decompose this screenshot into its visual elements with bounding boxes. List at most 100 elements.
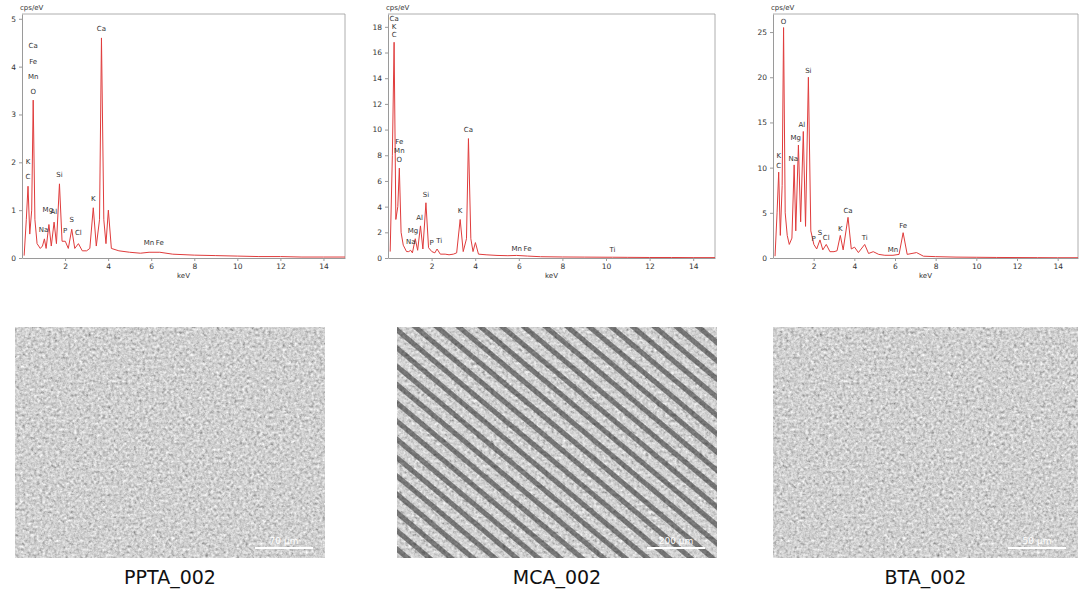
tick-mark <box>108 258 109 261</box>
image-ground <box>15 327 325 558</box>
axis-line <box>389 258 716 259</box>
tick: 25 <box>757 28 773 37</box>
spectrum-line <box>24 38 345 257</box>
tick: 14 <box>372 74 388 83</box>
tick-mark <box>650 258 651 261</box>
peak-label: Si <box>805 67 811 75</box>
peak-label: Al <box>416 214 423 222</box>
peak-label: Fe <box>156 239 164 247</box>
tick-mark <box>19 19 22 20</box>
scale-bar-label: 50 μm <box>1023 536 1052 546</box>
peak-label: Mg <box>408 227 418 235</box>
tick-mark <box>151 258 152 261</box>
tick-mark <box>432 258 433 261</box>
tick-label: 8 <box>561 262 566 271</box>
tick: 2 <box>430 258 435 271</box>
peak-label: O <box>30 88 36 96</box>
tick-mark <box>1058 258 1059 261</box>
peak-label: Ca <box>97 25 106 33</box>
scale-bar-label: 200 μm <box>659 536 694 546</box>
sem-image: 70 μmPPTA_002 <box>15 327 325 589</box>
peak-label: Al <box>51 208 58 216</box>
image-ground <box>397 327 717 558</box>
spectrum-panel: 2468101214012345keVcps/eVCaFeMnOKCNaMgAl… <box>11 4 345 280</box>
peak-label: Na <box>406 238 416 246</box>
peak-label: Mn <box>144 239 154 247</box>
frame <box>22 14 345 15</box>
tick-mark <box>194 258 195 261</box>
frame <box>715 14 716 258</box>
peak-label: Fe <box>524 245 532 253</box>
tick: 14 <box>319 258 329 271</box>
tick-mark <box>280 258 281 261</box>
peak-label: Mn <box>888 246 898 254</box>
tick: 2 <box>377 228 388 237</box>
axis-line <box>773 15 774 259</box>
tick: 10 <box>233 258 243 271</box>
image-texture <box>397 327 717 558</box>
tick: 4 <box>106 258 111 271</box>
tick-label: 6 <box>377 177 382 186</box>
tick-mark <box>385 53 388 54</box>
peak-label: Ca <box>464 126 473 134</box>
tick-label: 5 <box>762 209 767 218</box>
spectrum-panel: 24681012140510152025keVcps/eVKCONaMgAlSi… <box>757 4 1078 280</box>
spectrum-line <box>390 42 715 257</box>
tick-label: 0 <box>762 254 767 263</box>
tick-label: 4 <box>11 63 16 72</box>
tick-label: 16 <box>372 48 382 57</box>
peak-label: S <box>70 216 75 224</box>
peak-label: Na <box>789 155 799 163</box>
x-axis: 2468101214 <box>774 258 1079 271</box>
tick: 10 <box>972 258 982 271</box>
tick: 8 <box>934 258 939 271</box>
tick-mark <box>770 213 773 214</box>
tick-label: 14 <box>372 74 382 83</box>
peak-label: Ti <box>435 237 442 245</box>
tick-mark <box>895 258 896 261</box>
peak-label: Si <box>423 191 429 199</box>
tick: 6 <box>377 177 388 186</box>
peak-label: C <box>392 31 397 39</box>
peak-label: Mn <box>394 147 404 155</box>
image-texture <box>397 327 717 558</box>
peak-label: Cl <box>75 229 82 237</box>
tick-mark <box>770 122 773 123</box>
image-area <box>773 327 1078 558</box>
caption: BTA_002 <box>885 566 967 589</box>
image-ground <box>773 327 1078 558</box>
image-texture <box>15 327 325 558</box>
tick-label: 2 <box>812 262 817 271</box>
tick: 14 <box>1053 258 1063 271</box>
peak-label: K <box>392 23 397 31</box>
tick-mark <box>385 78 388 79</box>
scale-bar-label: 70 μm <box>270 536 299 546</box>
y-axis: 024681012141618 <box>372 15 388 263</box>
peak-labels: CaFeMnOKCNaMgAlSiPSClKCaMnFe <box>26 25 164 247</box>
tick-label: 2 <box>11 158 16 167</box>
tick-mark <box>814 258 815 261</box>
tick-label: 10 <box>757 164 767 173</box>
tick-label: 10 <box>972 262 982 271</box>
peak-labels: CaKCFeMnONaMgAlSiPTiKCaMnFeTi <box>390 15 616 254</box>
tick-mark <box>19 114 22 115</box>
tick-label: 12 <box>1013 262 1023 271</box>
tick: 12 <box>645 258 655 271</box>
tick-mark <box>385 155 388 156</box>
tick: 15 <box>757 118 773 127</box>
y-axis-title: cps/eV <box>20 4 44 12</box>
tick-label: 10 <box>233 262 243 271</box>
peak-label: P <box>429 239 433 247</box>
peak-label: K <box>458 207 463 215</box>
tick-label: 20 <box>757 73 767 82</box>
tick-label: 12 <box>372 100 382 109</box>
peak-label: O <box>397 156 403 164</box>
tick-mark <box>385 181 388 182</box>
tick: 2 <box>812 258 817 271</box>
tick-mark <box>936 258 937 261</box>
tick-label: 2 <box>63 262 68 271</box>
tick-label: 18 <box>372 23 382 32</box>
tick-label: 10 <box>602 262 612 271</box>
spectrum-panel: 2468101214024681012141618keVcps/eVCaKCFe… <box>372 4 715 280</box>
tick: 4 <box>473 258 478 271</box>
